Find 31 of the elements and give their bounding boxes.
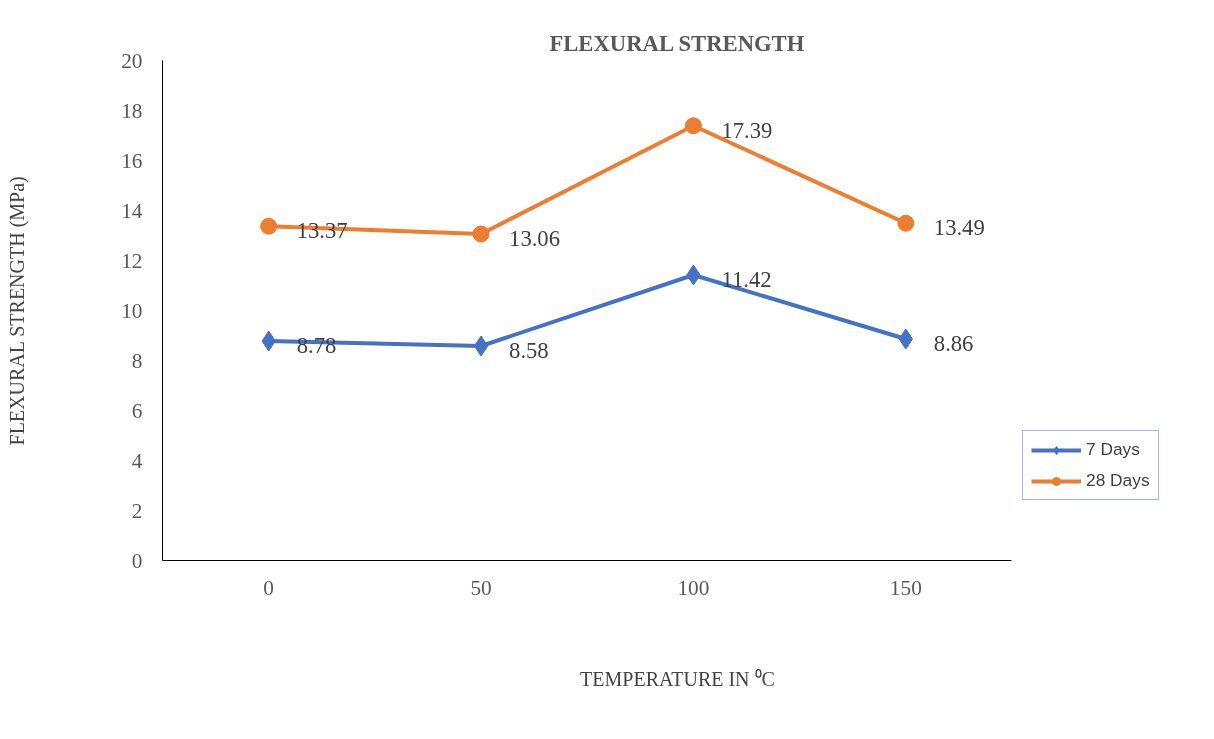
x-tick-label: 50: [470, 575, 492, 600]
y-tick-label: 20: [121, 48, 143, 73]
x-tick-label: 150: [889, 575, 922, 600]
legend-label: 28 Days: [1086, 470, 1150, 491]
y-tick-label: 0: [131, 548, 143, 573]
data-label: 11.42: [721, 267, 772, 292]
y-tick-label: 16: [121, 148, 143, 173]
y-tick-label: 2: [131, 498, 143, 523]
y-tick-label: 4: [131, 448, 143, 473]
y-tick-label: 10: [121, 298, 143, 323]
data-label: 8.86: [933, 331, 974, 356]
data-label: 13.06: [509, 226, 561, 251]
y-axis-title: FLEXURAL STRENGTH (MPa): [6, 176, 30, 446]
point: [897, 214, 915, 232]
y-tick-label: 18: [121, 98, 143, 123]
data-label: 8.58: [509, 338, 549, 363]
y-tick-label: 8: [131, 348, 143, 373]
point: [472, 225, 490, 243]
legend-label: 7 Days: [1086, 439, 1140, 460]
y-tick-label: 12: [121, 248, 143, 273]
x-tick-label: 0: [263, 575, 275, 600]
point: [684, 117, 702, 135]
point: [473, 335, 489, 357]
y-tick-label: 6: [131, 398, 143, 423]
data-label: 13.49: [933, 215, 985, 241]
data-label: 17.39: [721, 117, 773, 143]
x-axis-title: TEMPERATURE IN ⁰C: [580, 667, 775, 690]
x-tick-label: 100: [677, 575, 710, 600]
point: [260, 217, 278, 235]
chart-title: FLEXURAL STRENGTH: [549, 30, 805, 56]
y-tick-label: 14: [121, 198, 143, 223]
